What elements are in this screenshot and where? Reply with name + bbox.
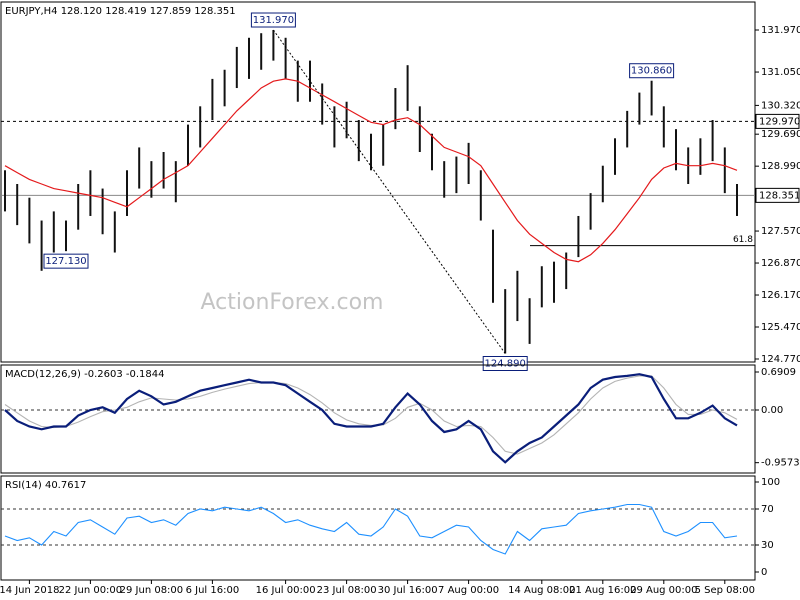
pane-title: EURJPY,H4 128.120 128.419 127.859 128.35… (5, 6, 236, 17)
price-box (755, 187, 800, 203)
y-tick-label: 124.770 (761, 354, 800, 365)
y-tick-label: 128.990 (761, 161, 800, 172)
pane-frame (0, 1, 756, 363)
indicator-line (4, 503, 738, 555)
pane-title: MACD(12,26,9) -0.2603 -0.1844 (5, 369, 165, 380)
x-tick-label: 14 Jun 2018 (0, 585, 59, 596)
x-tick-label: 16 Jul 00:00 (256, 585, 316, 596)
y-tick-label: 125.470 (761, 322, 800, 333)
y-tick-label: 0 (761, 567, 767, 578)
x-tick-label: 7 Aug 00:00 (438, 585, 499, 596)
x-tick-label: 30 Jul 16:00 (378, 585, 438, 596)
annotation-box (629, 63, 675, 79)
x-tick-label: 29 Aug 00:00 (630, 585, 697, 596)
y-tick-label: 131.970 (761, 25, 800, 36)
y-tick-label: 131.050 (761, 67, 800, 78)
annotation-label: 124.890 (485, 359, 526, 370)
annotation-label: 130.860 (631, 66, 672, 77)
pane-frame (0, 364, 756, 474)
watermark: ActionForex.com (201, 290, 384, 315)
y-tick-label: 130.320 (761, 100, 800, 111)
x-tick-label: 22 Jun 00:00 (59, 585, 123, 596)
x-tick-label: 14 Aug 08:00 (508, 585, 575, 596)
annotation-label: 131.970 (253, 15, 294, 26)
x-tick-label: 6 Jul 16:00 (186, 585, 240, 596)
annotation-box (250, 12, 296, 28)
price-box-label: 129.970 (759, 116, 800, 127)
x-tick-label: 5 Sep 08:00 (695, 585, 755, 596)
y-tick-label: 129.690 (761, 129, 800, 140)
x-tick-label: 21 Aug 16:00 (569, 585, 636, 596)
y-tick-label: 0.6909 (761, 367, 796, 378)
annotation-label: 127.130 (45, 256, 86, 267)
y-tick-label: -0.9573 (761, 458, 800, 469)
y-tick-label: 127.570 (761, 226, 800, 237)
x-tick-label: 29 Jun 08:00 (120, 585, 184, 596)
y-tick-label: 0.00 (761, 405, 783, 416)
annotation-box (482, 356, 528, 372)
fib-label: 61.8 (733, 235, 753, 245)
indicator-line (4, 373, 738, 464)
pane-title: RSI(14) 40.7617 (5, 480, 86, 491)
pane-frame (0, 475, 756, 581)
y-tick-label: 70 (761, 504, 774, 515)
y-tick-label: 30 (761, 540, 774, 551)
y-tick-label: 126.170 (761, 290, 800, 301)
x-tick-label: 23 Jul 08:00 (317, 585, 377, 596)
moving-average (4, 78, 738, 263)
annotation-box (43, 253, 89, 269)
price-box-label: 128.351 (759, 190, 800, 201)
price-box (755, 113, 800, 129)
y-tick-label: 100 (761, 477, 780, 488)
y-tick-label: 126.870 (761, 258, 800, 269)
